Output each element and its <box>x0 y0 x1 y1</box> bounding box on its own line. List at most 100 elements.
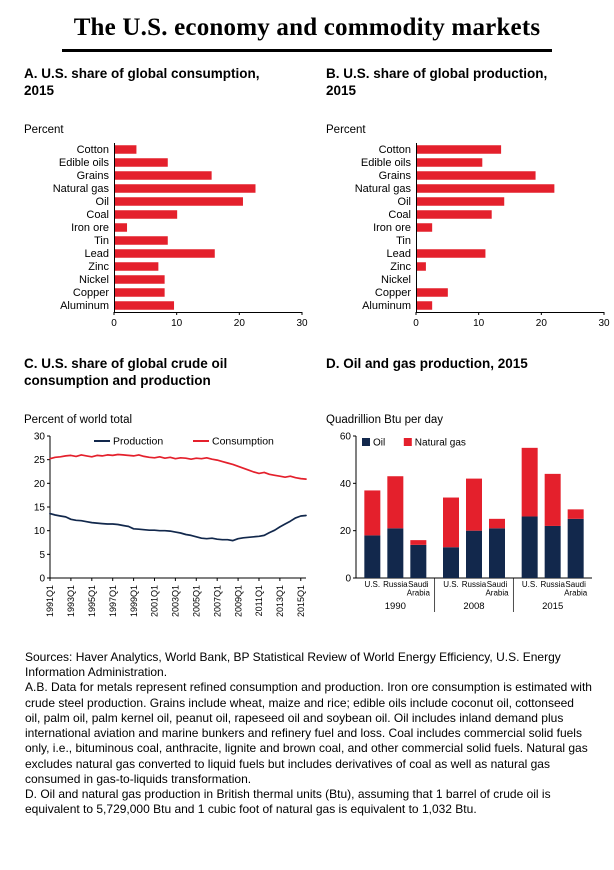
bar-label: Arabia <box>485 589 509 598</box>
tick-label: 20 <box>234 318 246 329</box>
bar-gas <box>466 478 482 531</box>
bar <box>114 301 175 310</box>
x-tick-label: 2011Q1 <box>254 585 264 616</box>
legend-label: Production <box>113 436 163 448</box>
bar-oil <box>387 528 404 578</box>
bar <box>114 236 168 245</box>
panel-b: B. U.S. share of global production, 2015… <box>326 66 610 334</box>
tick-label: 40 <box>340 479 352 490</box>
category-label: Lead <box>387 248 411 260</box>
category-label: Iron ore <box>71 222 109 234</box>
category-label: Cotton <box>379 144 411 156</box>
bar <box>416 197 505 206</box>
x-tick-label: 1997Q1 <box>108 585 118 617</box>
x-tick-label: 2003Q1 <box>171 585 181 617</box>
bar-label: Russia <box>540 580 565 589</box>
bar <box>114 210 178 219</box>
panel-c: C. U.S. share of global crude oil consum… <box>24 356 312 630</box>
bar <box>416 158 483 167</box>
category-label: Lead <box>85 248 109 260</box>
bar <box>114 171 212 180</box>
bar-label: Saudi <box>487 580 508 589</box>
x-tick-label: 2015Q1 <box>296 585 306 617</box>
panel-d-title: D. Oil and gas production, 2015 <box>326 356 528 371</box>
bar-gas <box>364 490 381 536</box>
x-tick-label: 1995Q1 <box>87 585 97 617</box>
x-tick-label: 2001Q1 <box>150 585 160 617</box>
bar <box>416 223 433 232</box>
bar-gas <box>521 447 538 517</box>
bar-gas <box>443 497 459 548</box>
bar-label: U.S. <box>522 580 538 589</box>
bar <box>114 223 128 232</box>
bar <box>416 171 536 180</box>
category-label: Coal <box>388 209 411 221</box>
tick-label: 0 <box>345 574 351 585</box>
bar-label: Saudi <box>408 580 429 589</box>
series-line-consumption <box>49 453 307 480</box>
tick-label: 30 <box>598 318 610 329</box>
category-label: Grains <box>379 170 412 182</box>
bar-oil <box>567 518 584 578</box>
bar <box>416 249 486 258</box>
category-label: Grains <box>77 170 110 182</box>
x-tick-label: 1991Q1 <box>45 585 55 617</box>
category-label: Tin <box>396 235 411 247</box>
group-year-label: 1990 <box>385 601 406 612</box>
category-label: Edible oils <box>361 157 412 169</box>
panel-a-title: A. U.S. share of global consumption, 201… <box>24 66 260 98</box>
x-tick-label: 1993Q1 <box>66 585 76 617</box>
legend-label: Oil <box>373 438 385 449</box>
tick-label: 5 <box>39 550 45 561</box>
category-label: Cotton <box>77 144 109 156</box>
tick-label: 30 <box>34 432 46 443</box>
bar-gas <box>567 509 584 519</box>
tick-label: 15 <box>34 503 46 514</box>
panel-a: A. U.S. share of global consumption, 201… <box>24 66 312 334</box>
tick-label: 10 <box>473 318 485 329</box>
bar-label: Arabia <box>407 589 431 598</box>
bar <box>114 275 165 284</box>
tick-label: 30 <box>296 318 308 329</box>
x-tick-label: 2007Q1 <box>212 585 222 617</box>
bar-label: Saudi <box>565 580 586 589</box>
bar <box>114 262 159 271</box>
bar-label: Arabia <box>564 589 588 598</box>
bar-oil <box>410 544 427 578</box>
bar-gas <box>387 476 404 529</box>
panel-d-unit-label: Quadrillion Btu per day <box>326 414 443 426</box>
figure-notes: Sources: Haver Analytics, World Bank, BP… <box>0 630 614 818</box>
panel-b-title: B. U.S. share of global production, 2015 <box>326 66 548 98</box>
panel-b-bar-chart: Cotton Edible oils Grains Natural gas Oil Coa… <box>326 140 610 334</box>
category-label: Coal <box>86 209 109 221</box>
bar-label: U.S. <box>443 580 459 589</box>
panel-a-unit-label: Percent <box>24 124 64 136</box>
tick-label: 0 <box>39 574 45 585</box>
panel-c-unit-label: Percent of world total <box>24 414 133 426</box>
legend-swatch <box>362 438 370 446</box>
panel-d-stacked-bar-chart: 0 20 40 60 U.S. Russia Saudi Arabia 1990 U.S. Russ… <box>326 430 604 630</box>
bar <box>114 288 165 297</box>
category-label: Natural gas <box>53 183 110 195</box>
tick-label: 20 <box>340 526 352 537</box>
tick-label: 20 <box>34 479 46 490</box>
tick-label: 0 <box>111 318 117 329</box>
legend-swatch <box>403 438 412 446</box>
tick-label: 20 <box>536 318 548 329</box>
bar-label: U.S. <box>365 580 381 589</box>
category-label: Nickel <box>79 274 109 286</box>
category-label: Oil <box>398 196 411 208</box>
x-tick-label: 1999Q1 <box>129 585 139 617</box>
bar <box>416 145 502 154</box>
category-label: Aluminum <box>362 300 411 312</box>
tick-label: 25 <box>34 455 46 466</box>
x-tick-label: 2005Q1 <box>191 585 201 617</box>
category-label: Natural gas <box>355 183 412 195</box>
bar <box>114 249 215 258</box>
category-label: Iron ore <box>373 222 411 234</box>
bar <box>416 210 492 219</box>
figure-page: The U.S. economy and commodity markets A… <box>0 14 614 870</box>
bar <box>114 184 256 193</box>
